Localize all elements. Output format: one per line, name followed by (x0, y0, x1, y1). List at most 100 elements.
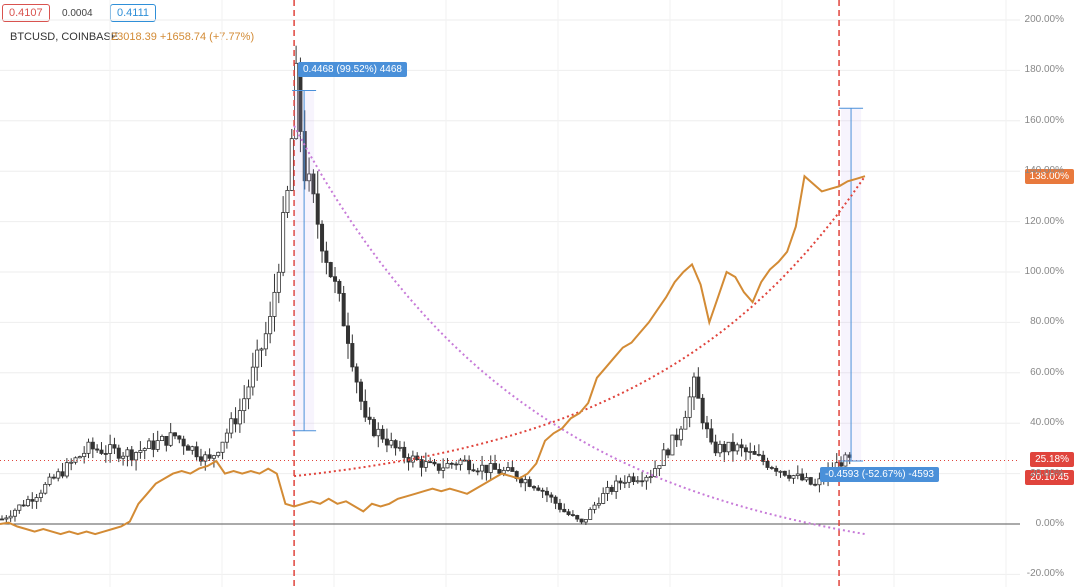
candle-body (575, 515, 580, 520)
candle-body (324, 250, 329, 263)
candle-body (839, 462, 844, 467)
candle-body (185, 445, 190, 451)
candle-body (454, 463, 459, 466)
candle-body (30, 499, 35, 502)
symbol-name[interactable]: BTCUSD, COINBASE (10, 31, 119, 43)
main-last-label: 25.18% (1030, 452, 1074, 467)
candle-body (56, 471, 61, 479)
bid-price: 0.4107 (2, 4, 50, 22)
decay-curve (293, 125, 866, 536)
candle-body (791, 475, 796, 479)
candle-body (782, 470, 787, 476)
candle-body (246, 386, 251, 400)
candle-body (523, 479, 528, 484)
candle-body (601, 493, 606, 504)
candle-body (692, 376, 697, 398)
candle-body (497, 469, 502, 474)
candle-body (12, 509, 17, 517)
candle-body (86, 441, 91, 454)
candle-body (605, 486, 610, 494)
candle-body (112, 444, 117, 449)
candle-body (761, 454, 766, 462)
candle-body (717, 443, 722, 454)
y-tick-label: 140.00% (1024, 165, 1064, 177)
candle-body (653, 468, 658, 478)
candle-body (475, 470, 480, 473)
candle-body (147, 440, 152, 449)
candle-body (134, 452, 139, 461)
candle-body (99, 449, 104, 454)
candle-body (255, 349, 260, 368)
candle-body (95, 448, 100, 451)
candle-body (730, 441, 735, 452)
candle-body (428, 461, 433, 464)
candle-body (311, 173, 316, 195)
candle-body (436, 463, 441, 471)
candle-body (804, 477, 809, 481)
spread-value: 0.0004 (62, 8, 93, 19)
candle-body (756, 453, 761, 456)
candle-body (198, 456, 203, 462)
candle-body (808, 477, 813, 485)
symbol-price: 23018.39 +1658.74 (+7.77%) (111, 31, 255, 43)
candle-body (380, 428, 385, 440)
candle-body (307, 173, 312, 182)
candle-body (393, 440, 398, 449)
candle-body (207, 454, 212, 459)
candle-body (8, 515, 13, 519)
candle-body (700, 397, 705, 424)
candle-body (389, 440, 394, 446)
candle-body (531, 486, 536, 489)
candle-body (17, 504, 22, 511)
candle-body (648, 476, 653, 479)
candle-body (704, 422, 709, 430)
candle-body (216, 451, 221, 457)
candle-body (726, 441, 731, 453)
candle-body (302, 131, 307, 182)
candle-body (384, 438, 389, 446)
candle-body (263, 333, 268, 350)
candle-body (164, 436, 169, 446)
candle-body (289, 138, 294, 191)
overlays (0, 0, 1020, 587)
candle-body (21, 504, 26, 507)
candle-body (640, 480, 645, 483)
candle-body (549, 494, 554, 498)
candle-body (38, 492, 43, 498)
y-tick-label: 160.00% (1024, 114, 1064, 126)
candle-body (423, 461, 428, 468)
candle-body (583, 519, 588, 523)
y-tick-label: 180.00% (1024, 64, 1064, 76)
candle-body (765, 460, 770, 468)
candle-body (77, 456, 82, 459)
candles-series (0, 45, 852, 525)
measure-label-top: 0.4468 (99.52%) 4468 (298, 62, 407, 77)
candle-body (363, 400, 368, 418)
candle-body (743, 447, 748, 453)
candle-body (635, 480, 640, 483)
candle-body (116, 447, 121, 459)
ask-price: 0.4111 (110, 4, 157, 22)
candle-body (657, 465, 662, 469)
candle-body (683, 416, 688, 430)
candle-body (320, 223, 325, 252)
candle-body (769, 467, 774, 469)
candle-body (484, 464, 489, 473)
candle-body (259, 348, 264, 351)
candle-body (627, 476, 632, 483)
candle-body (540, 489, 545, 492)
candle-body (544, 490, 549, 496)
candle-body (739, 444, 744, 449)
candle-body (631, 476, 636, 482)
candle-body (687, 396, 692, 418)
candle-body (43, 483, 48, 494)
candle-body (211, 455, 216, 459)
candle-body (843, 454, 848, 467)
candle-body (237, 410, 242, 425)
y-tick-label: 60.00% (1030, 366, 1064, 378)
candle-body (129, 449, 134, 461)
candle-body (345, 325, 350, 344)
candle-body (467, 459, 472, 471)
y-tick-label: 80.00% (1030, 316, 1064, 328)
